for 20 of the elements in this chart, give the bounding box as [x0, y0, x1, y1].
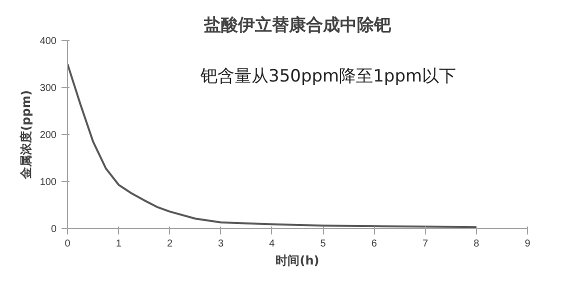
- x-tick-label: 2: [166, 238, 173, 250]
- y-tick-label: 400: [40, 36, 57, 47]
- x-tick-label: 6: [371, 238, 378, 250]
- x-tick-label: 4: [269, 238, 276, 250]
- y-tick-label: 0: [50, 224, 57, 235]
- x-tick-label: 7: [422, 238, 428, 250]
- y-tick-label: 300: [40, 83, 57, 94]
- x-tick-label: 3: [218, 238, 224, 250]
- y-axis-title: 金属浓度(ppm): [18, 90, 33, 180]
- line-series: [68, 63, 478, 228]
- x-tick-label: 9: [524, 238, 531, 250]
- chart-title: 盐酸伊立替康合成中除钯: [203, 16, 392, 36]
- x-axis-title: 时间(h): [276, 254, 320, 268]
- y-tick-label: 200: [40, 130, 57, 141]
- x-tick-label: 1: [116, 238, 122, 250]
- x-tick-label: 5: [320, 238, 326, 250]
- y-tick-label: 100: [40, 177, 57, 188]
- x-tick-label: 8: [474, 238, 480, 250]
- annotation: 钯含量从350ppm降至1ppm以下: [200, 66, 456, 86]
- x-tick-label: 0: [64, 238, 71, 250]
